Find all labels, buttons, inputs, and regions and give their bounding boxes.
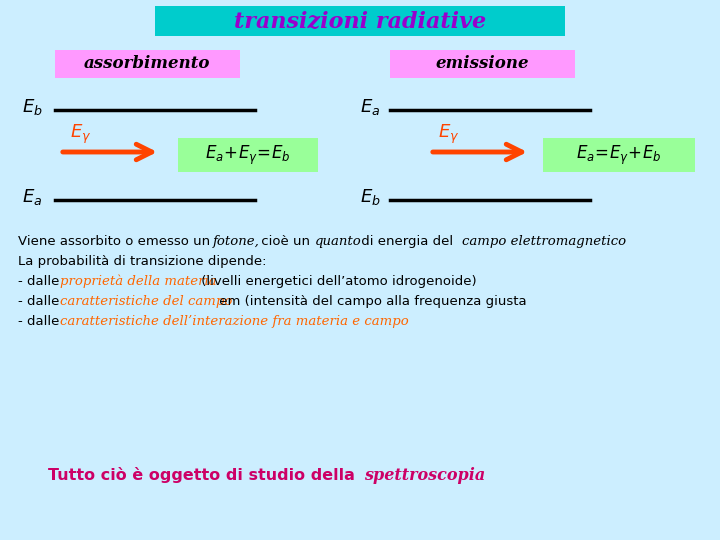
Text: spettroscopia: spettroscopia <box>364 467 485 483</box>
Text: $E_a$: $E_a$ <box>22 187 42 207</box>
Text: - dalle: - dalle <box>18 295 63 308</box>
FancyBboxPatch shape <box>55 50 240 78</box>
Text: (livelli energetici dell’atomo idrogenoide): (livelli energetici dell’atomo idrogenoi… <box>197 275 477 288</box>
Text: Tutto ciò è oggetto di studio della: Tutto ciò è oggetto di studio della <box>48 467 360 483</box>
Text: Viene assorbito o emesso un: Viene assorbito o emesso un <box>18 235 215 248</box>
Text: cioè un: cioè un <box>257 235 314 248</box>
Text: La probabilità di transizione dipende:: La probabilità di transizione dipende: <box>18 255 266 268</box>
Text: em (intensità del campo alla frequenza giusta: em (intensità del campo alla frequenza g… <box>215 295 526 308</box>
Text: $E_b$: $E_b$ <box>22 97 42 117</box>
Text: $E_a\!=\!E_\gamma\!+\!E_b$: $E_a\!=\!E_\gamma\!+\!E_b$ <box>576 144 662 167</box>
Text: di energia del: di energia del <box>357 235 457 248</box>
Text: transizioni radiative: transizioni radiative <box>234 10 486 32</box>
Text: campo elettromagnetico: campo elettromagnetico <box>462 235 626 248</box>
Text: - dalle: - dalle <box>18 315 63 328</box>
Text: proprietà della materia: proprietà della materia <box>60 275 217 288</box>
FancyBboxPatch shape <box>390 50 575 78</box>
FancyBboxPatch shape <box>178 138 318 172</box>
Text: quanto: quanto <box>315 235 361 248</box>
Text: $E_b$: $E_b$ <box>360 187 381 207</box>
FancyBboxPatch shape <box>155 6 565 36</box>
FancyBboxPatch shape <box>543 138 695 172</box>
Text: $E_a\!+\!E_\gamma\!=\!E_b$: $E_a\!+\!E_\gamma\!=\!E_b$ <box>205 144 291 167</box>
Text: emissione: emissione <box>435 56 528 72</box>
Text: $E_\gamma$: $E_\gamma$ <box>438 123 459 146</box>
Text: $E_a$: $E_a$ <box>360 97 380 117</box>
Text: caratteristiche dell’interazione fra materia e campo: caratteristiche dell’interazione fra mat… <box>60 315 409 328</box>
Text: assorbimento: assorbimento <box>84 56 210 72</box>
Text: caratteristiche del campo: caratteristiche del campo <box>60 295 233 308</box>
Text: fotone,: fotone, <box>213 235 260 248</box>
Text: $E_\gamma$: $E_\gamma$ <box>70 123 91 146</box>
Text: - dalle: - dalle <box>18 275 63 288</box>
